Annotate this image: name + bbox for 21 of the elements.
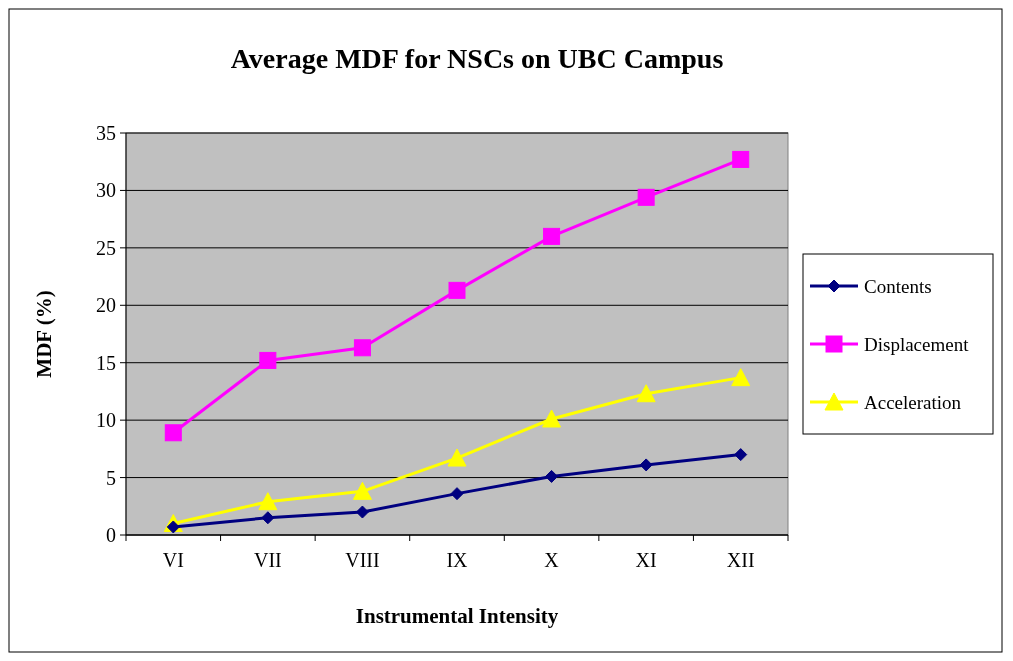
legend-label: Contents: [864, 275, 932, 297]
x-axis-title: Instrumental Intensity: [355, 604, 559, 628]
x-tick-label: XI: [635, 549, 657, 571]
x-tick-label: VIII: [345, 549, 380, 571]
y-tick-label: 5: [106, 466, 116, 489]
x-tick-label: IX: [446, 549, 469, 571]
y-tick-label: 15: [96, 351, 116, 374]
x-tick-label: VI: [162, 549, 184, 571]
x-tick-label: VII: [253, 549, 282, 571]
y-tick-label: 10: [96, 409, 116, 432]
y-axis-title: MDF (%): [32, 290, 56, 378]
chart-title: Average MDF for NSCs on UBC Campus: [230, 43, 724, 74]
y-tick-label: 30: [96, 179, 116, 202]
legend-label: Displacement: [864, 333, 970, 355]
legend-label: Acceleration: [864, 391, 962, 413]
x-tick-label: XII: [726, 549, 755, 571]
y-tick-label: 25: [96, 236, 116, 259]
y-tick-label: 20: [96, 294, 116, 317]
y-tick-label: 35: [96, 122, 116, 144]
x-tick-label: X: [544, 549, 560, 571]
y-tick-label: 0: [106, 524, 116, 546]
